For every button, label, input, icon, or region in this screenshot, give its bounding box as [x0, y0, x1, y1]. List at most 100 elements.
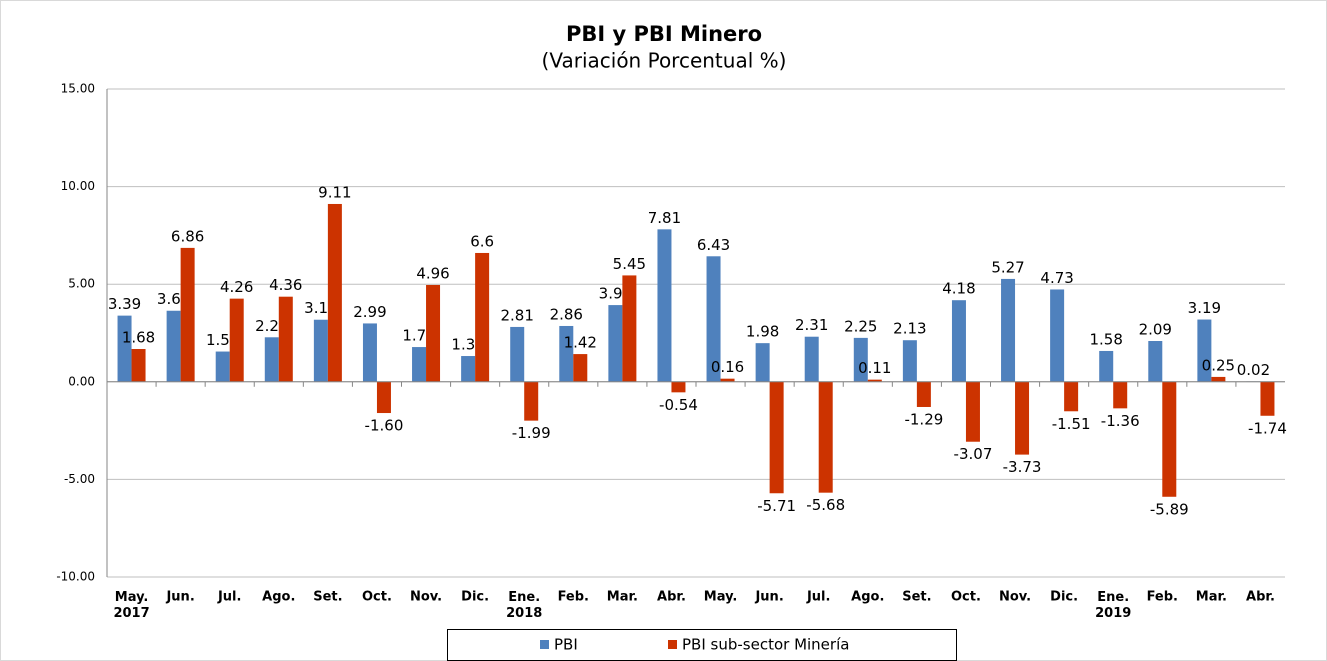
value-label: -5.68: [806, 496, 845, 514]
bar: [1211, 376, 1226, 382]
value-label: 3.19: [1188, 299, 1221, 317]
x-tick-label: Dic.: [1050, 590, 1078, 605]
bar: [1099, 350, 1114, 382]
bar: [671, 381, 686, 393]
value-label: 0.25: [1202, 356, 1235, 374]
bar: [376, 381, 391, 414]
y-tick-label: 5.00: [68, 277, 95, 291]
x-tick-label: Jun.: [754, 590, 783, 605]
value-label: -1.60: [365, 417, 404, 435]
value-label: 0.11: [858, 359, 891, 377]
value-label: 6.6: [470, 232, 494, 250]
bar: [853, 337, 868, 382]
value-label: 0.02: [1237, 361, 1270, 379]
bar: [818, 381, 833, 493]
value-label: 2.86: [550, 305, 583, 323]
bar: [1064, 381, 1079, 412]
bar: [622, 275, 637, 382]
value-label: 6.86: [171, 227, 204, 245]
value-label: -1.51: [1052, 415, 1091, 433]
bar: [902, 340, 917, 382]
x-tick-label: Ene. 2018: [506, 590, 542, 621]
value-label: 3.39: [108, 295, 141, 313]
bar: [412, 347, 427, 382]
x-tick-label: Jun.: [165, 590, 194, 605]
x-tick-label: Jul.: [806, 590, 831, 605]
value-label: 1.68: [122, 329, 155, 347]
x-tick-label: Nov.: [999, 590, 1031, 605]
bar: [1015, 381, 1030, 455]
y-tick-label: 10.00: [61, 179, 95, 193]
value-label: -5.71: [757, 497, 796, 515]
legend-swatch: [668, 640, 677, 649]
x-tick-label: Abr.: [1246, 590, 1275, 605]
value-label: -1.74: [1248, 419, 1287, 437]
x-tick-label: Jul.: [217, 590, 242, 605]
bar: [573, 354, 588, 382]
value-label: 4.26: [220, 278, 253, 296]
bar: [117, 315, 132, 382]
value-label: 4.18: [942, 280, 975, 298]
x-tick-label: Feb.: [1147, 590, 1178, 605]
bar: [1001, 278, 1016, 382]
value-label: 2.31: [795, 316, 828, 334]
value-label: 9.11: [318, 183, 351, 201]
value-label: 5.45: [613, 255, 646, 273]
legend-swatch: [540, 640, 549, 649]
bar: [867, 379, 882, 382]
x-tick-label: Ene. 2019: [1095, 590, 1131, 621]
x-tick-label: Set.: [902, 590, 931, 605]
bar: [1113, 381, 1128, 409]
bar: [426, 284, 441, 382]
x-tick-label: Oct.: [951, 590, 981, 605]
bar: [180, 247, 195, 382]
y-tick-label: 15.00: [61, 82, 95, 96]
bar: [1197, 319, 1212, 382]
bar: [559, 325, 574, 382]
y-tick-label: -10.00: [56, 570, 95, 584]
value-label: 4.96: [416, 264, 449, 282]
value-label: 0.16: [711, 358, 744, 376]
value-label: -1.99: [512, 424, 551, 442]
bar: [657, 229, 672, 382]
value-label: -1.36: [1101, 412, 1140, 430]
bar: [229, 298, 244, 382]
value-label: 2.13: [893, 320, 926, 338]
bar: [264, 337, 279, 382]
bar: [461, 356, 476, 382]
x-tick-label: Mar.: [607, 590, 638, 605]
value-label: 2.25: [844, 317, 877, 335]
chart-title: PBI y PBI Minero: [566, 22, 762, 46]
bar: [706, 256, 721, 382]
bar: [131, 349, 146, 382]
bar: [327, 203, 342, 382]
y-tick-label: -5.00: [64, 472, 95, 486]
bar: [1050, 289, 1065, 382]
bar: [720, 378, 735, 382]
bar: [804, 336, 819, 382]
x-tick-label: May.: [704, 590, 738, 605]
value-label: 1.58: [1090, 330, 1123, 348]
x-tick-label: Ago.: [262, 590, 295, 605]
x-tick-label: Oct.: [362, 590, 392, 605]
value-label: -1.29: [904, 410, 943, 428]
bar: [916, 381, 931, 407]
x-tick-label: Feb.: [558, 590, 589, 605]
bar: [278, 296, 293, 382]
y-tick-label: 0.00: [68, 374, 95, 388]
bar: [951, 300, 966, 382]
x-tick-label: Set.: [313, 590, 342, 605]
bar: [475, 252, 490, 382]
value-label: 2.99: [353, 303, 386, 321]
value-label: -5.89: [1150, 500, 1189, 518]
x-tick-label: Ago.: [851, 590, 884, 605]
value-label: 1.42: [564, 334, 597, 352]
bar: [510, 326, 525, 382]
bar: [524, 381, 539, 421]
bar: [769, 381, 784, 494]
legend-label: PBI sub-sector Minería: [682, 636, 849, 654]
value-label: -3.07: [954, 445, 993, 463]
x-tick-label: Mar.: [1196, 590, 1227, 605]
